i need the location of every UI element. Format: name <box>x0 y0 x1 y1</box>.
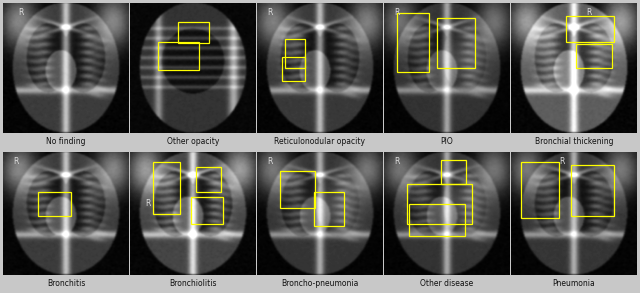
Text: Bronchitis: Bronchitis <box>47 280 85 288</box>
Bar <box>282 57 305 81</box>
Text: No finding: No finding <box>46 137 86 146</box>
Text: R: R <box>145 199 150 208</box>
Bar <box>407 184 472 224</box>
Bar <box>577 44 612 68</box>
Bar <box>572 165 614 216</box>
Text: Bronchiolitis: Bronchiolitis <box>169 280 217 288</box>
Text: Other opacity: Other opacity <box>167 137 220 146</box>
Bar <box>314 192 344 226</box>
Text: R: R <box>19 8 24 17</box>
Bar <box>566 16 614 42</box>
Bar <box>285 39 305 68</box>
Bar <box>191 197 223 224</box>
Bar <box>196 167 221 192</box>
Text: Other disease: Other disease <box>420 280 474 288</box>
Text: Reticulonodular opacity: Reticulonodular opacity <box>275 137 365 146</box>
Bar <box>153 162 180 214</box>
Text: Broncho-pneumonia: Broncho-pneumonia <box>282 280 358 288</box>
Bar <box>38 192 71 216</box>
Text: R: R <box>13 157 19 166</box>
Bar <box>158 42 199 70</box>
Bar <box>409 204 465 236</box>
Text: Bronchial thickening: Bronchial thickening <box>534 137 613 146</box>
Text: R: R <box>394 8 399 17</box>
Text: PIO: PIO <box>440 137 453 146</box>
Bar <box>397 13 429 72</box>
Text: R: R <box>559 157 564 166</box>
Bar <box>437 18 475 68</box>
Bar <box>521 162 559 218</box>
Text: R: R <box>268 8 273 17</box>
Text: R: R <box>268 157 273 166</box>
Text: R: R <box>394 157 399 166</box>
Text: Pneumonia: Pneumonia <box>552 280 595 288</box>
Bar <box>441 160 466 184</box>
Bar <box>280 171 315 208</box>
Text: R: R <box>586 8 592 17</box>
Bar <box>178 22 209 43</box>
